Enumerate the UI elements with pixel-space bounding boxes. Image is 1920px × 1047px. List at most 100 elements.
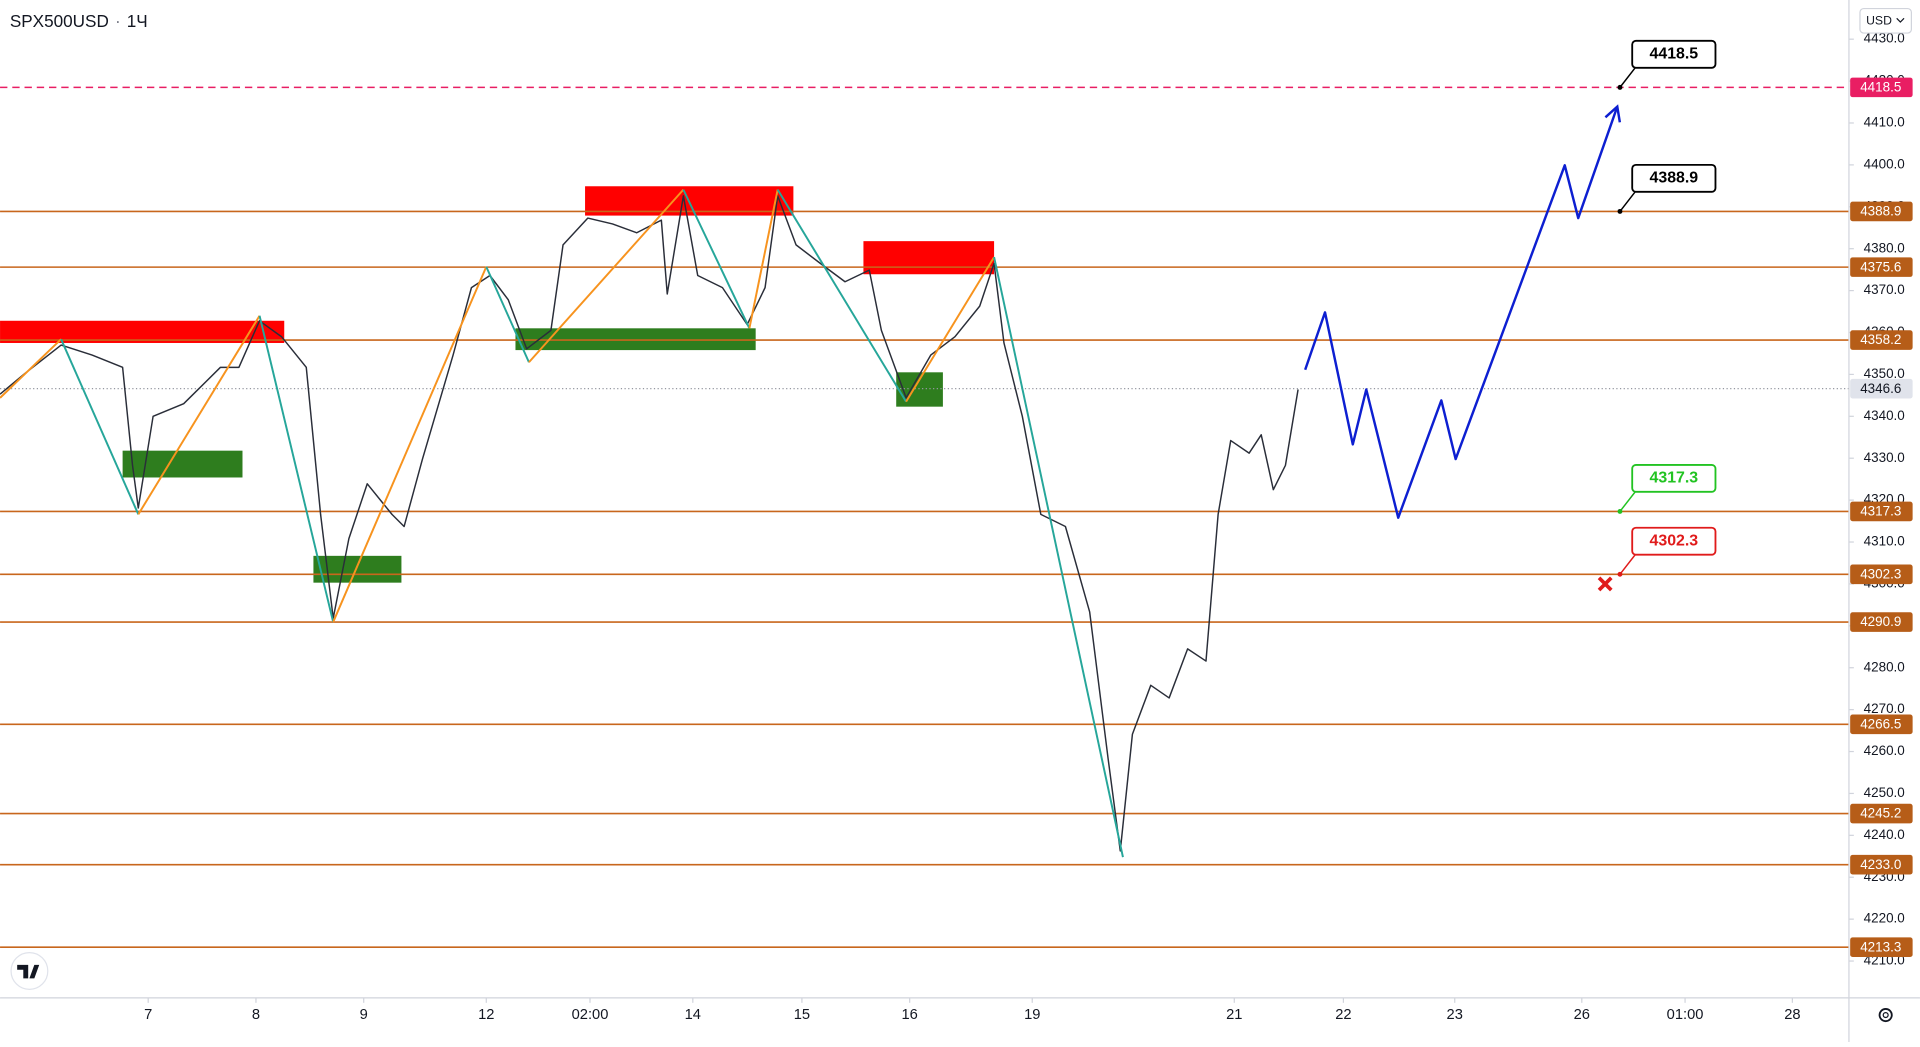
level-label: 4388.9 — [1860, 204, 1901, 219]
level-label: 4302.3 — [1860, 566, 1901, 581]
callout-label: 4388.9 — [1650, 170, 1699, 187]
zigzag-segment — [905, 256, 995, 403]
x-tick-label: 12 — [478, 1007, 494, 1023]
level-label-bg — [1850, 564, 1913, 585]
y-tick-label: 4280.0 — [1864, 659, 1905, 674]
level-label-bg — [1850, 803, 1913, 824]
level-label-bg — [1850, 937, 1913, 958]
y-tick-label: 4240.0 — [1864, 827, 1905, 842]
zigzag-segment — [332, 266, 488, 623]
level-label-bg — [1850, 501, 1913, 522]
currency[interactable]: USD — [1866, 14, 1892, 28]
level-label-bg — [1850, 854, 1913, 875]
demand-zone — [515, 328, 756, 351]
x-tick-label: 15 — [794, 1007, 810, 1023]
x-tick-label: 26 — [1574, 1007, 1590, 1023]
callout-leader — [1619, 551, 1638, 575]
x-tick-label: 7 — [144, 1007, 152, 1023]
callout-anchor — [1617, 208, 1623, 214]
zigzag-segment — [60, 338, 140, 515]
current-price-label: 4346.6 — [1860, 381, 1901, 396]
callout-leader — [1619, 64, 1638, 88]
level-label-bg — [1850, 257, 1913, 277]
zigzag-segment — [0, 338, 62, 399]
x-tick-label: 02:00 — [572, 1007, 609, 1023]
level-label: 4375.6 — [1860, 259, 1901, 274]
symbol[interactable]: SPX500USD — [10, 11, 109, 31]
tv-logo[interactable] — [10, 952, 49, 990]
y-tick-label: 4330.0 — [1864, 450, 1905, 465]
target-label-bg — [1850, 77, 1913, 98]
y-tick-label: 4430.0 — [1864, 31, 1905, 46]
callout-anchor — [1617, 84, 1623, 90]
callout-label: 4302.3 — [1650, 532, 1699, 549]
currency-chevron — [1896, 17, 1905, 23]
axes: 4210.04220.04230.04240.04250.04260.04270… — [144, 31, 1913, 1023]
zigzag-segment — [258, 315, 335, 623]
y-tick-label: 4220.0 — [1864, 911, 1905, 926]
callout-box — [1631, 463, 1717, 493]
y-tick-label: 4410.0 — [1864, 115, 1905, 130]
callout-anchor — [1617, 571, 1623, 577]
x-tick-label: 8 — [252, 1007, 260, 1023]
x-tick-label: 9 — [360, 1007, 368, 1023]
time-axis — [0, 997, 1849, 1042]
y-tick-label: 4260.0 — [1864, 743, 1905, 758]
supply-zone — [863, 241, 995, 275]
callout-anchor — [1617, 508, 1623, 514]
level-label-bg — [1850, 612, 1913, 632]
callout-box — [1631, 526, 1717, 556]
callout-leader — [1619, 188, 1638, 212]
level-label: 4233.0 — [1860, 857, 1901, 872]
level-label-bg — [1850, 714, 1913, 735]
projection-path — [1304, 106, 1619, 519]
y-tick-label: 4370.0 — [1864, 282, 1905, 297]
demand-zone — [122, 450, 243, 478]
current-price-bg — [1850, 378, 1913, 399]
level-label: 4290.9 — [1860, 614, 1901, 629]
level-label: 4245.2 — [1860, 806, 1901, 821]
callout-label: 4317.3 — [1650, 470, 1699, 487]
y-tick-label: 4340.0 — [1864, 408, 1905, 423]
arrow-head — [1604, 104, 1622, 123]
y-tick-label: 4310.0 — [1864, 534, 1905, 549]
stop-marker — [1597, 576, 1613, 592]
level-label: 4358.2 — [1860, 332, 1901, 347]
callout-box — [1631, 163, 1717, 193]
x-tick-label: 01:00 — [1667, 1007, 1704, 1023]
x-tick-label: 28 — [1784, 1007, 1800, 1023]
zigzag-segment — [776, 189, 907, 403]
zigzag-segment — [528, 188, 685, 363]
level-label: 4266.5 — [1860, 716, 1901, 731]
callout-leader — [1619, 488, 1638, 512]
x-tick-label: 23 — [1447, 1007, 1463, 1023]
callout-box — [1631, 39, 1717, 69]
callout-label: 4418.5 — [1650, 46, 1699, 63]
x-tick-label: 19 — [1024, 1007, 1040, 1023]
target-label: 4418.5 — [1860, 80, 1901, 95]
x-tick-label: 21 — [1226, 1007, 1242, 1023]
level-label-bg — [1850, 330, 1913, 350]
y-tick-label: 4380.0 — [1864, 240, 1905, 255]
y-tick-label: 4400.0 — [1864, 156, 1905, 171]
price-line — [0, 195, 1299, 852]
zigzag-segment — [137, 315, 261, 515]
x-tick-label: 14 — [685, 1007, 701, 1023]
plot-area: 4418.5 4388.9 4317.3 4302.3 — [0, 39, 1849, 949]
supply-zone — [0, 320, 285, 343]
currency-button[interactable] — [1859, 7, 1913, 34]
symbol-header[interactable]: SPX500USD · 1Ч — [10, 11, 148, 31]
settings-icon[interactable] — [1878, 1008, 1893, 1023]
x-tick-label: 22 — [1335, 1007, 1351, 1023]
level-label-bg — [1850, 201, 1913, 222]
zigzag-segment — [682, 189, 751, 329]
y-tick-label: 4350.0 — [1864, 366, 1905, 381]
zigzag-segment — [748, 189, 779, 329]
zigzag-segment — [993, 256, 1124, 858]
level-label: 4317.3 — [1860, 504, 1901, 519]
interval[interactable]: 1Ч — [127, 11, 148, 31]
level-label: 4213.3 — [1860, 939, 1901, 954]
